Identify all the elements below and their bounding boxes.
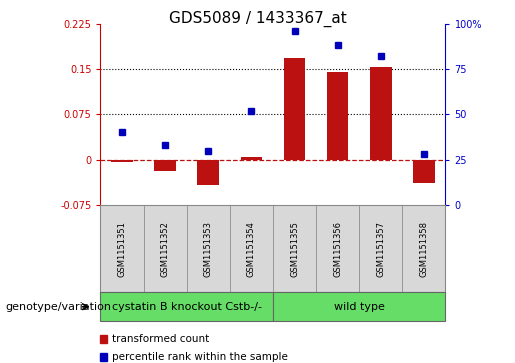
Text: genotype/variation: genotype/variation (5, 302, 111, 312)
Bar (154, 160, 176, 171)
Text: wild type: wild type (334, 302, 385, 312)
Text: GSM1151351: GSM1151351 (117, 221, 127, 277)
Bar (284, 58, 305, 160)
Text: GSM1151353: GSM1151353 (204, 221, 213, 277)
Text: transformed count: transformed count (112, 334, 210, 344)
Text: GSM1151355: GSM1151355 (290, 221, 299, 277)
Text: GDS5089 / 1433367_at: GDS5089 / 1433367_at (168, 11, 347, 27)
Text: cystatin B knockout Cstb-/-: cystatin B knockout Cstb-/- (112, 302, 262, 312)
Text: GSM1151352: GSM1151352 (161, 221, 169, 277)
Bar (327, 72, 349, 160)
Bar (241, 157, 262, 160)
Bar (111, 160, 133, 162)
Text: GSM1151358: GSM1151358 (419, 221, 428, 277)
Bar (370, 67, 391, 160)
Text: GSM1151357: GSM1151357 (376, 221, 385, 277)
Text: GSM1151354: GSM1151354 (247, 221, 256, 277)
Text: GSM1151356: GSM1151356 (333, 221, 342, 277)
Text: percentile rank within the sample: percentile rank within the sample (112, 352, 288, 362)
Bar (197, 160, 219, 185)
Bar (413, 160, 435, 183)
